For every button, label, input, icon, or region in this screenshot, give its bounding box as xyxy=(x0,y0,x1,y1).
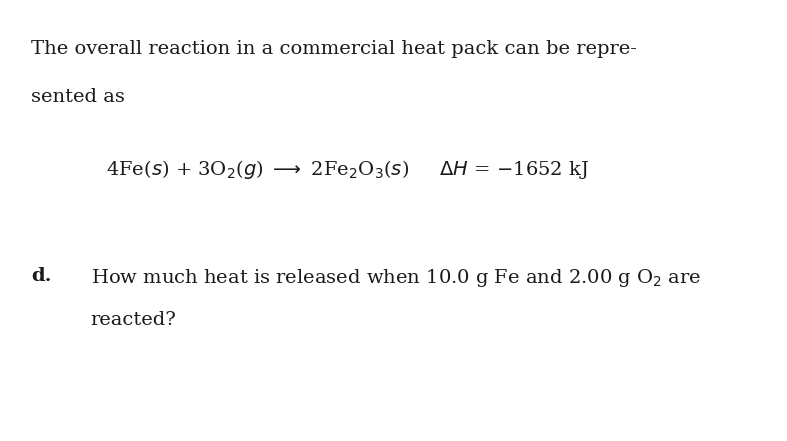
Text: 4Fe($s$) + 3O$_2$($g$) $\longrightarrow$ 2Fe$_2$O$_3$($s$)     $\Delta H$ = $-$1: 4Fe($s$) + 3O$_2$($g$) $\longrightarrow$… xyxy=(106,158,589,181)
Text: d.: d. xyxy=(31,267,52,285)
Text: sented as: sented as xyxy=(31,88,125,106)
Text: How much heat is released when 10.0 g Fe and 2.00 g O$_2$ are: How much heat is released when 10.0 g Fe… xyxy=(91,267,701,289)
Text: The overall reaction in a commercial heat pack can be repre-: The overall reaction in a commercial hea… xyxy=(31,40,637,58)
Text: reacted?: reacted? xyxy=(91,311,176,329)
